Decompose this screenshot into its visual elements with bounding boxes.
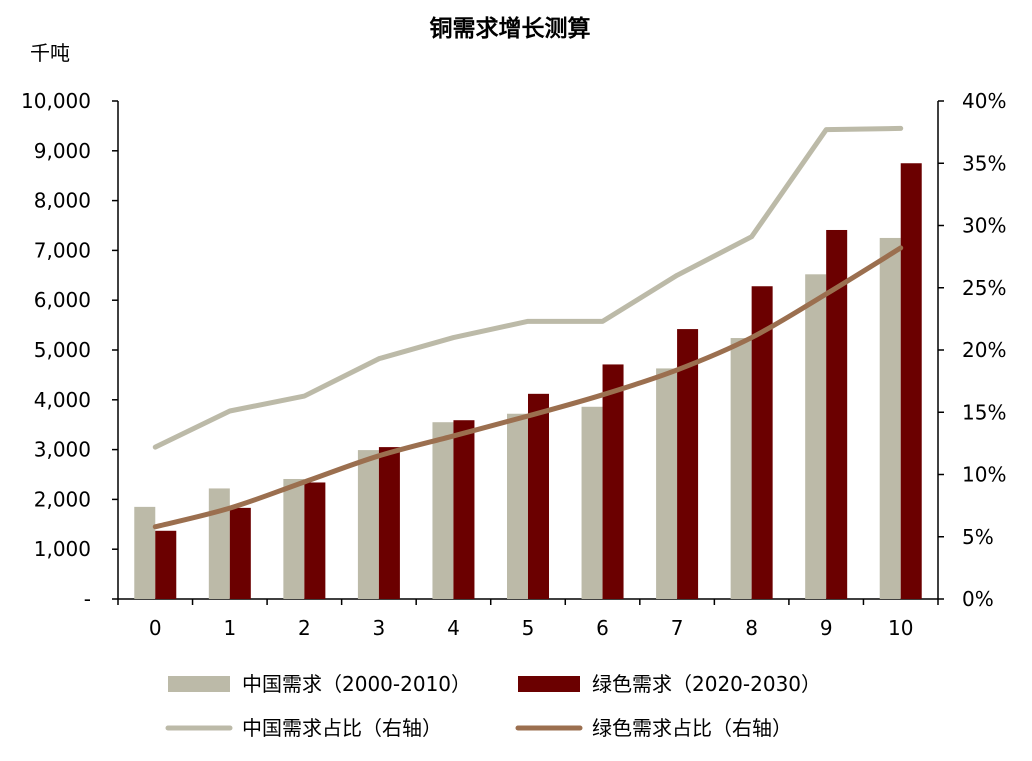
left-y-tick-label: 9,000 xyxy=(34,139,91,163)
legend-green-share-label: 绿色需求占比（右轴） xyxy=(592,716,792,740)
axes-layer: - 1,000 2,000 3,000 4,000 5,000 6,000 7,000 8,00… xyxy=(21,89,1006,640)
left-y-tick-label: 10,000 xyxy=(21,89,91,113)
green-share-line xyxy=(152,245,904,530)
green-demand-bar xyxy=(602,364,624,599)
green-demand-bar xyxy=(229,507,251,599)
right-y-tick-label: 20% xyxy=(962,338,1006,362)
green-demand-bar xyxy=(304,482,326,599)
china-demand-bar xyxy=(134,506,156,599)
left-y-tick-label: 3,000 xyxy=(34,438,91,462)
right-y-tick-label: 40% xyxy=(962,89,1006,113)
x-tick-label: 2 xyxy=(298,616,311,640)
china-demand-bar xyxy=(208,488,230,599)
x-tick-label: 7 xyxy=(671,616,684,640)
china-share-line xyxy=(152,125,904,450)
legend-china-demand-swatch xyxy=(168,676,230,692)
china-demand-bar xyxy=(879,237,901,599)
right-y-tick-label: 0% xyxy=(962,587,994,611)
left-y-tick-label: 7,000 xyxy=(34,238,91,262)
x-tick-label: 6 xyxy=(596,616,609,640)
china-demand-bar xyxy=(656,368,678,599)
right-y-tick-label: 25% xyxy=(962,276,1006,300)
lines-layer xyxy=(152,125,904,530)
green-demand-bar xyxy=(751,286,773,599)
green-demand-bar xyxy=(453,420,475,599)
x-tick-label: 1 xyxy=(223,616,236,640)
green-demand-bar xyxy=(677,329,699,599)
left-y-tick-label: 5,000 xyxy=(34,338,91,362)
china-demand-bar xyxy=(507,413,528,599)
left-y-tick-label: 4,000 xyxy=(34,388,91,412)
green-demand-bar xyxy=(378,447,400,599)
green-demand-bar xyxy=(528,393,549,599)
left-y-tick-label: 8,000 xyxy=(34,189,91,213)
legend-china-share-label: 中国需求占比（右轴） xyxy=(242,716,442,740)
legend-green-demand-swatch xyxy=(518,676,580,692)
china-demand-bar xyxy=(730,338,752,599)
left-y-tick-label: 2,000 xyxy=(34,487,91,511)
right-y-tick-label: 10% xyxy=(962,463,1006,487)
green-demand-bar xyxy=(826,229,848,599)
left-y-tick-label: - xyxy=(84,587,91,611)
legend-china-demand-label: 中国需求（2000-2010） xyxy=(242,672,471,696)
green-demand-bar xyxy=(155,530,177,599)
right-y-tick-label: 15% xyxy=(962,400,1006,424)
china-demand-bar xyxy=(805,274,827,599)
china-demand-bar xyxy=(581,406,603,599)
x-tick-label: 9 xyxy=(820,616,833,640)
china-demand-bar xyxy=(432,422,454,599)
chart-title: 铜需求增长测算 xyxy=(430,15,591,42)
left-y-tick-label: 1,000 xyxy=(34,537,91,561)
left-y-tick-label: 6,000 xyxy=(34,288,91,312)
left-axis-unit-label: 千吨 xyxy=(30,41,70,65)
right-y-tick-label: 35% xyxy=(962,151,1006,175)
bars-layer xyxy=(134,163,922,599)
x-tick-label: 3 xyxy=(373,616,386,640)
x-tick-label: 5 xyxy=(522,616,535,640)
x-tick-label: 10 xyxy=(888,616,913,640)
right-y-tick-label: 5% xyxy=(962,525,994,549)
china-demand-bar xyxy=(357,450,379,599)
green-demand-bar xyxy=(900,163,922,599)
x-tick-label: 8 xyxy=(745,616,758,640)
x-tick-label: 0 xyxy=(149,616,162,640)
legend-green-demand-label: 绿色需求（2020-2030） xyxy=(592,672,821,696)
right-y-tick-label: 30% xyxy=(962,214,1006,238)
legend: 中国需求（2000-2010） 绿色需求（2020-2030） 中国需求占比（右轴）… xyxy=(165,672,821,740)
x-tick-label: 4 xyxy=(447,616,460,640)
china-demand-bar xyxy=(283,478,305,599)
